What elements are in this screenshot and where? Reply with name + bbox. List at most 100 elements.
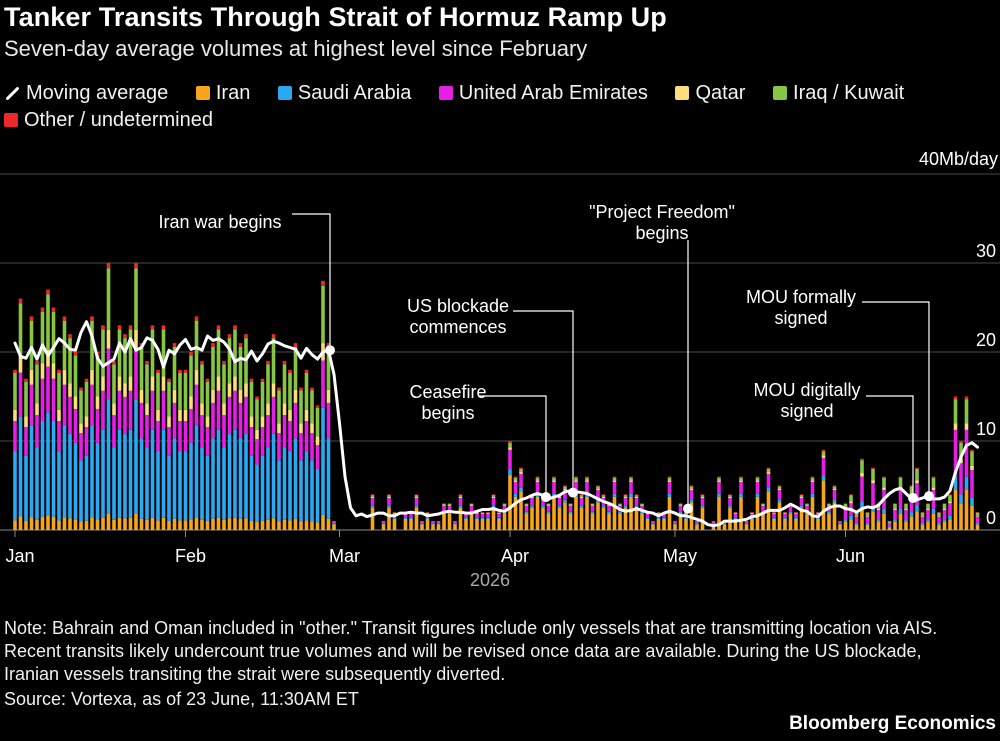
bar-segment — [590, 513, 595, 530]
bar-segment — [266, 415, 270, 448]
legend-label: Other / undetermined — [24, 109, 213, 131]
bar-segment — [315, 405, 320, 408]
bar-segment — [233, 390, 237, 430]
bar-segment — [480, 513, 485, 514]
bar-segment — [431, 521, 435, 524]
bar-segment — [601, 507, 606, 530]
bar-segment — [546, 503, 551, 504]
bar-segment — [579, 507, 584, 530]
bar-segment — [843, 519, 848, 522]
bar-segment — [167, 381, 171, 417]
bar-segment — [486, 513, 490, 514]
bar-segment — [678, 503, 683, 504]
bar-segment — [189, 408, 193, 443]
bar-segment — [409, 518, 413, 530]
bar-segment — [744, 521, 749, 524]
bar-segment — [667, 477, 672, 481]
bar-segment — [645, 513, 650, 518]
bar-segment — [739, 476, 743, 478]
bar-segment — [40, 378, 45, 421]
bar-segment — [601, 496, 606, 498]
bar-segment — [728, 507, 732, 530]
bar-segment — [816, 517, 820, 519]
bar-segment — [959, 494, 963, 504]
bar-segment — [557, 507, 562, 530]
bar-segment — [722, 524, 727, 530]
moving-average-line — [13, 320, 979, 528]
bar-segment — [277, 387, 281, 391]
bar-segment — [838, 524, 842, 530]
bar-segment — [755, 477, 760, 481]
bar-segment — [464, 513, 468, 518]
bar-segment — [57, 369, 61, 374]
bar-segment — [915, 511, 919, 530]
bar-segment — [854, 512, 859, 516]
bar-segment — [469, 505, 474, 506]
bar-segment — [684, 517, 688, 519]
bar-segment — [172, 346, 177, 390]
bar-segment — [260, 520, 265, 530]
bar-segment — [134, 348, 138, 400]
bar-segment — [123, 383, 127, 397]
bar-segment — [667, 476, 672, 478]
bar-segment — [568, 503, 573, 506]
bar-segment — [447, 505, 452, 506]
bar-segment — [13, 451, 17, 521]
bar-segment — [942, 519, 947, 522]
bar-segment — [574, 480, 578, 482]
bar-segment — [310, 423, 314, 434]
bar-segment — [843, 503, 848, 504]
chart-subtitle: Seven-day average volumes at highest lev… — [4, 36, 588, 61]
bar-segment — [876, 521, 881, 530]
bar-segment — [288, 451, 292, 521]
bar-segment — [568, 505, 573, 506]
bar-segment — [304, 421, 309, 452]
bar-segment — [238, 343, 243, 347]
bar-segment — [475, 518, 479, 530]
bar-segment — [585, 480, 589, 482]
bar-segment — [508, 469, 512, 475]
bar-segment — [68, 434, 72, 519]
bar-segment — [838, 523, 842, 525]
bar-segment — [563, 499, 567, 503]
bar-segment — [51, 307, 56, 312]
bar-segment — [447, 513, 452, 530]
bar-segment — [46, 294, 50, 350]
bar-segment — [964, 476, 969, 490]
bar-segment — [508, 441, 512, 443]
bar-segment — [73, 519, 78, 530]
bar-segment — [200, 403, 204, 416]
bar-segment — [79, 387, 83, 391]
bar-segment — [816, 512, 820, 514]
bar-segment — [227, 434, 232, 519]
bar-segment — [282, 415, 287, 448]
bar-segment — [612, 476, 617, 478]
bar-segment — [321, 407, 325, 516]
bar-segment — [799, 496, 804, 498]
bar-segment — [392, 517, 397, 519]
bar-segment — [315, 445, 320, 469]
bar-segment — [893, 521, 897, 530]
bar-segment — [772, 513, 776, 514]
bar-segment — [893, 509, 897, 520]
bar-segment — [469, 503, 474, 504]
bar-segment — [194, 384, 199, 426]
bar-segment — [821, 449, 826, 452]
bar-segment — [695, 521, 699, 524]
bar-segment — [975, 524, 980, 530]
bar-segment — [271, 518, 276, 530]
bar-segment — [766, 487, 771, 492]
bar-segment — [964, 429, 969, 477]
bar-segment — [783, 512, 787, 514]
y-tick-label: 10 — [976, 419, 996, 439]
bar-segment — [882, 508, 886, 514]
bar-segment — [931, 487, 936, 490]
bar-segment — [717, 480, 721, 482]
legend-item-uae: United Arab Emirates — [438, 80, 648, 107]
bar-segment — [783, 517, 787, 519]
x-tick-label: Apr — [501, 546, 529, 566]
annotation-leader — [478, 395, 547, 498]
bar-segment — [937, 522, 941, 525]
bar-segment — [953, 399, 958, 424]
bar-segment — [431, 524, 435, 530]
